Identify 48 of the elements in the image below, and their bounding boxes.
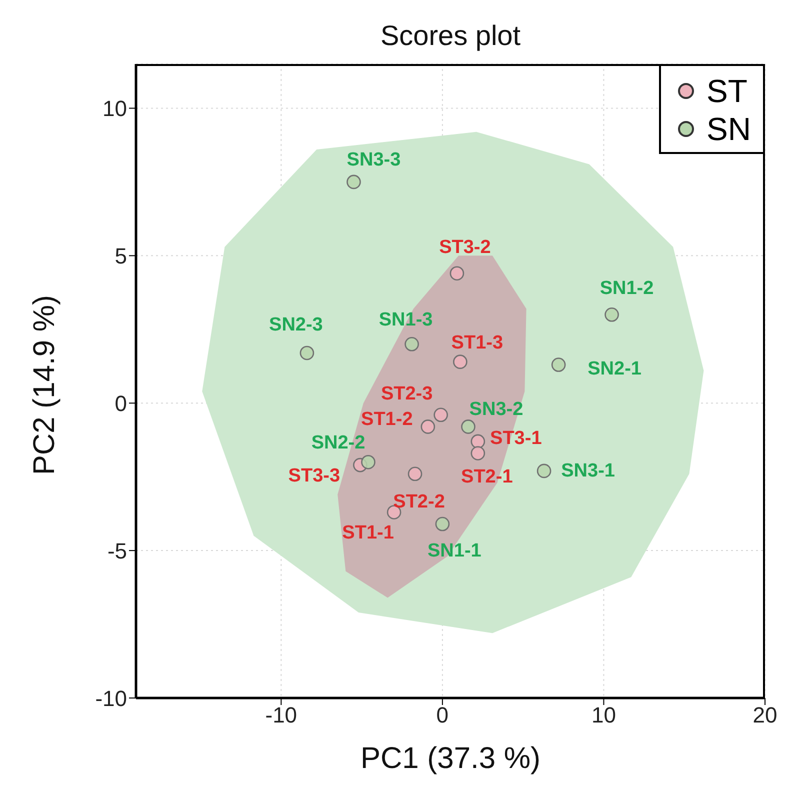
point (346, 174, 361, 190)
point (461, 420, 476, 434)
x-axis-title: PC1 (37.3 %) (360, 742, 541, 775)
annotation: SN3-1 (561, 460, 616, 482)
annotation: SN2-1 (588, 358, 642, 380)
point (435, 516, 450, 532)
annotation: SN1-2 (600, 278, 654, 300)
point (450, 266, 464, 281)
annotation: ST3-1 (490, 428, 542, 449)
x-tick-label: 10 (591, 702, 616, 728)
point (300, 346, 314, 360)
legend-label: SN (706, 110, 751, 148)
annotation: ST3-2 (439, 236, 491, 258)
y-tick-label: -5 (107, 538, 127, 564)
x-tick-label: -10 (265, 702, 298, 728)
annotation: SN2-3 (269, 314, 323, 336)
chart-title: Scores plot (379, 20, 522, 52)
legend-label: ST (706, 72, 748, 110)
annotation: ST1-2 (361, 409, 413, 430)
point (536, 464, 552, 478)
y-axis-title: PC2 (14.9 %) (28, 294, 62, 476)
point (453, 354, 468, 369)
annotation: ST2-3 (380, 383, 433, 404)
x-tick-label: 20 (752, 702, 778, 728)
annotation: ST3-3 (288, 466, 340, 487)
point (470, 446, 486, 460)
annotation: SN1-3 (378, 310, 433, 331)
y-tick-label: -10 (95, 686, 127, 711)
point (361, 454, 376, 470)
point (420, 420, 436, 434)
annotation: SN1-1 (428, 540, 482, 562)
y-tick-label: 10 (102, 96, 127, 122)
point (470, 434, 486, 449)
y-tick-label: 5 (114, 243, 127, 268)
y-tick-label: 0 (114, 390, 127, 416)
point (551, 358, 566, 372)
point (408, 466, 422, 482)
annotation: ST2-2 (393, 491, 445, 512)
annotation: ST1-3 (451, 332, 504, 354)
annotation: ST1-1 (342, 522, 394, 544)
annotation: SN2-2 (311, 432, 366, 454)
annotation: SN3-3 (346, 149, 401, 170)
point (604, 308, 619, 322)
point (434, 408, 448, 422)
annotation: ST2-1 (461, 466, 514, 488)
x-tick-label: 0 (436, 702, 449, 728)
annotation: SN3-2 (469, 399, 524, 420)
point (404, 336, 419, 352)
